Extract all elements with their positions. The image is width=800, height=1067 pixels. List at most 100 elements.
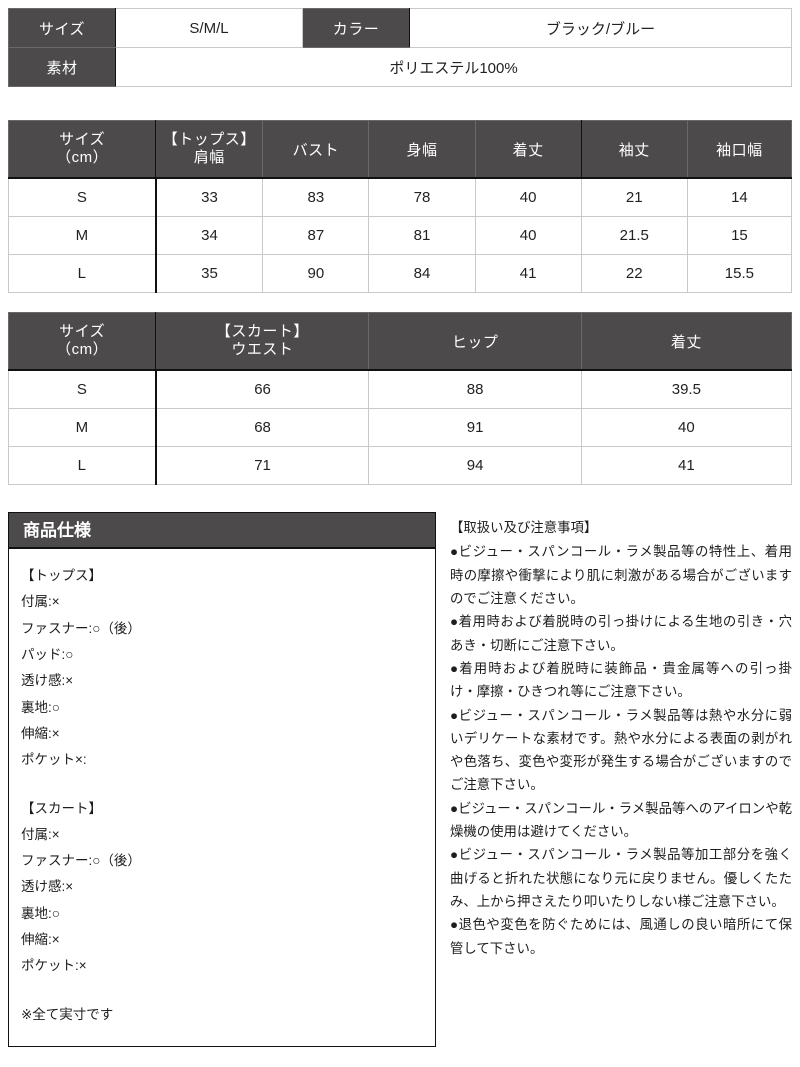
spec-tops-item: 裏地:○ (21, 699, 60, 715)
skirt-header-length: 着丈 (580, 312, 793, 371)
tops-cell-cuff-width: 15.5 (686, 254, 793, 293)
skirt-cell-length: 40 (580, 408, 793, 447)
tops-row-size: S (7, 177, 157, 217)
tops-cell-sleeve-length: 21 (580, 177, 688, 217)
tops-cell-shoulder: 34 (154, 216, 264, 255)
spec-skirt-item: ファスナー:○（後） (21, 853, 141, 869)
skirt-header-waist: 【スカート】 ウエスト (155, 312, 370, 371)
spec-skirt-item: 透け感:× (21, 879, 74, 895)
spec-tops-item: 伸縮:× (21, 725, 60, 741)
tops-header-length: 着丈 (474, 120, 582, 179)
table-header-row: サイズ （cm） 【トップス】 肩幅 バスト 身幅 着丈 袖丈 袖口幅 (7, 120, 793, 179)
tops-cell-sleeve-length: 21.5 (580, 216, 688, 255)
tops-cell-bust: 87 (262, 216, 370, 255)
spec-tops-item: 付属:× (21, 594, 60, 610)
tops-row-size: L (7, 254, 157, 293)
skirt-cell-hip: 91 (368, 408, 582, 447)
tops-cell-body-width: 81 (368, 216, 476, 255)
skirt-cell-length: 41 (580, 446, 793, 485)
spec-tops-heading: 【トップス】 (21, 568, 102, 583)
skirt-cell-hip: 88 (368, 369, 582, 409)
care-notes-section: 【取扱い及び注意事項】 ●ビジュー・スパンコール・ラメ製品等の特性上、着用時の摩… (450, 516, 792, 960)
spec-skirt-item: 伸縮:× (21, 932, 60, 948)
skirt-row-size: M (7, 408, 157, 447)
tops-size-table: サイズ （cm） 【トップス】 肩幅 バスト 身幅 着丈 袖丈 袖口幅 S 33… (7, 120, 793, 293)
tops-header-sleeve-length: 袖丈 (580, 120, 688, 179)
product-spec-panel: 商品仕様 【トップス】 付属:× ファスナー:○（後） パッド:○ 透け感:× … (8, 512, 436, 1047)
skirt-cell-length: 39.5 (580, 369, 793, 409)
tops-cell-cuff-width: 14 (686, 177, 793, 217)
info-label-color: カラー (302, 8, 410, 48)
tops-header-shoulder: 【トップス】 肩幅 (155, 120, 264, 179)
spec-divider-space (21, 774, 423, 796)
spec-tops-item: パッド:○ (21, 646, 74, 662)
product-spec-body: 【トップス】 付属:× ファスナー:○（後） パッド:○ 透け感:× 裏地:○ … (9, 549, 435, 1028)
info-value-size: S/M/L (115, 8, 303, 48)
spec-skirt-item: ポケット:× (21, 958, 87, 974)
spec-tops-group: 【トップス】 付属:× ファスナー:○（後） パッド:○ 透け感:× 裏地:○ … (21, 563, 423, 774)
tops-header-size-line2: （cm） (56, 149, 109, 166)
tops-row-size: M (7, 216, 157, 255)
tops-header-size-line1: サイズ (59, 130, 106, 148)
tops-header-shoulder-label: 肩幅 (193, 149, 225, 166)
care-note-item: ●退色や変色を防ぐためには、風通しの良い暗所にて保管して下さい。 (450, 917, 792, 956)
product-info-table: サイズ S/M/L カラー ブラック/ブルー 素材 ポリエステル100% (8, 8, 792, 87)
tops-cell-shoulder: 33 (154, 177, 264, 217)
info-value-color: ブラック/ブルー (409, 8, 792, 48)
info-label-material: 素材 (8, 47, 116, 87)
tops-cell-length: 40 (474, 177, 582, 217)
spec-skirt-heading: 【スカート】 (21, 800, 102, 816)
skirt-row-size: L (7, 446, 157, 485)
table-row: S 33 83 78 40 21 14 (7, 177, 793, 217)
tops-cell-length: 40 (474, 216, 582, 255)
skirt-header-hip: ヒップ (368, 312, 582, 371)
skirt-cell-waist: 66 (154, 369, 370, 409)
spec-tops-item: ポケット×: (21, 752, 87, 768)
info-label-size: サイズ (8, 8, 116, 48)
spec-divider-space-2 (21, 980, 423, 1002)
tops-cell-sleeve-length: 22 (580, 254, 688, 293)
tops-cell-bust: 83 (262, 177, 370, 217)
tops-cell-body-width: 78 (368, 177, 476, 217)
spec-skirt-item: 裏地:○ (21, 905, 60, 921)
care-note-item: ●着用時および着脱時の引っ掛けによる生地の引き・穴あき・切断にご注意下さい。 (450, 614, 792, 653)
tops-header-bust: バスト (262, 120, 370, 179)
info-value-material: ポリエステル100% (115, 47, 792, 87)
tops-header-group-label: 【トップス】 (162, 130, 256, 148)
table-header-row: サイズ （cm） 【スカート】 ウエスト ヒップ 着丈 (7, 312, 793, 371)
skirt-cell-hip: 94 (368, 446, 582, 485)
skirt-header-waist-label: ウエスト (231, 341, 294, 358)
tops-header-size: サイズ （cm） (7, 120, 157, 179)
tops-header-body-width: 身幅 (368, 120, 476, 179)
skirt-cell-waist: 71 (154, 446, 370, 485)
care-note-item: ●ビジュー・スパンコール・ラメ製品等は熱や水分に弱いデリケートな素材です。熱や水… (450, 707, 792, 793)
care-note-item: ●着用時および着脱時に装飾品・貴金属等への引っ掛け・摩擦・ひきつれ等にご注意下さ… (450, 660, 792, 700)
skirt-row-size: S (7, 369, 157, 409)
spec-footnote: ※全て実寸です (21, 1006, 114, 1022)
spec-skirt-item: 付属:× (21, 826, 60, 842)
care-notes-heading: 【取扱い及び注意事項】 (450, 520, 598, 535)
table-row: L 35 90 84 41 22 15.5 (7, 254, 793, 293)
table-row: 素材 ポリエステル100% (8, 47, 792, 87)
table-row: サイズ S/M/L カラー ブラック/ブルー (8, 8, 792, 48)
care-note-item: ●ビジュー・スパンコール・ラメ製品等へのアイロンや乾燥機の使用は避けてください。 (450, 800, 792, 840)
table-row: S 66 88 39.5 (7, 369, 793, 409)
care-note-item: ●ビジュー・スパンコール・ラメ製品等の特性上、着用時の摩擦や衝撃により肌に刺激が… (450, 544, 792, 606)
table-row: L 71 94 41 (7, 446, 793, 485)
skirt-header-size-line2: （cm） (56, 341, 109, 358)
skirt-header-size-line1: サイズ (59, 322, 106, 340)
skirt-header-size: サイズ （cm） (7, 312, 157, 371)
spec-tops-item: 透け感:× (21, 673, 74, 689)
skirt-size-table: サイズ （cm） 【スカート】 ウエスト ヒップ 着丈 S 66 88 39.5… (7, 312, 793, 485)
product-spec-title: 商品仕様 (9, 513, 435, 549)
table-row: M 34 87 81 40 21.5 15 (7, 216, 793, 255)
tops-header-cuff-width: 袖口幅 (686, 120, 793, 179)
spec-tops-item: ファスナー:○（後） (21, 620, 141, 636)
tops-cell-body-width: 84 (368, 254, 476, 293)
table-row: M 68 91 40 (7, 408, 793, 447)
tops-cell-length: 41 (474, 254, 582, 293)
skirt-header-group-label: 【スカート】 (215, 322, 309, 340)
tops-cell-shoulder: 35 (154, 254, 264, 293)
tops-cell-bust: 90 (262, 254, 370, 293)
skirt-cell-waist: 68 (154, 408, 370, 447)
